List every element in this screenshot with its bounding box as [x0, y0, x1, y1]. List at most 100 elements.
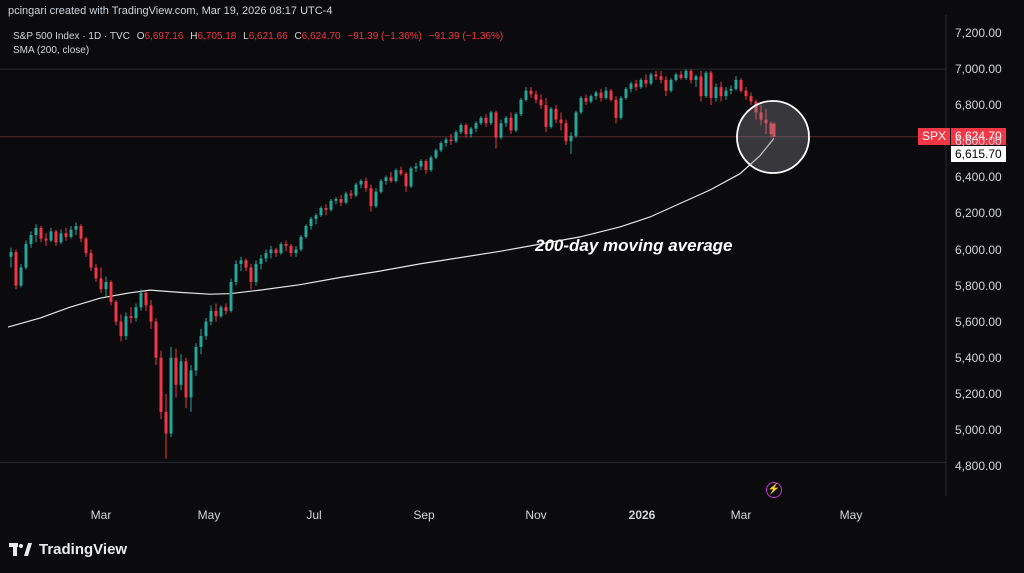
- candle-body: [279, 244, 283, 254]
- candle: [254, 260, 258, 286]
- candle: [369, 184, 373, 212]
- candle: [629, 81, 633, 93]
- candle-body: [299, 236, 303, 250]
- candle-body: [14, 252, 18, 286]
- legend-h-label: H: [190, 31, 198, 42]
- candle: [334, 197, 338, 205]
- legend-symbol: S&P 500 Index · 1D · TVC: [13, 31, 130, 42]
- candle-body: [204, 321, 208, 337]
- price-tag-value: 6,624.70: [951, 128, 1006, 145]
- legend-l-label: L: [243, 31, 249, 42]
- candle-body: [319, 208, 323, 216]
- candle-body: [459, 125, 463, 133]
- candle: [69, 226, 73, 239]
- candle: [704, 70, 708, 98]
- candle-body: [769, 123, 773, 135]
- candle: [664, 76, 668, 97]
- candle-body: [564, 123, 568, 142]
- y-tick-label: 5,600.00: [955, 314, 1002, 329]
- candle-body: [154, 321, 158, 358]
- candle: [274, 247, 278, 257]
- candle: [309, 217, 313, 230]
- tradingview-logo[interactable]: TradingView: [9, 541, 127, 558]
- candle-body: [604, 90, 608, 98]
- candle: [54, 229, 58, 246]
- candle: [674, 72, 678, 82]
- candle: [554, 105, 558, 124]
- candle-body: [749, 96, 753, 102]
- candle-body: [559, 119, 563, 124]
- candle: [559, 112, 563, 131]
- candle-body: [229, 281, 233, 311]
- candle: [139, 289, 143, 311]
- candle: [569, 132, 573, 154]
- candle-body: [169, 357, 173, 434]
- candle-body: [104, 281, 108, 290]
- candle: [224, 303, 228, 315]
- candle-body: [719, 87, 723, 97]
- candle-body: [74, 226, 78, 230]
- candle-body: [764, 119, 768, 124]
- candle: [329, 198, 333, 212]
- candle-body: [404, 173, 408, 187]
- candle: [564, 119, 568, 145]
- candle-body: [664, 79, 668, 91]
- candle: [414, 162, 418, 172]
- candle: [149, 300, 153, 329]
- legend-c-value: 6,624.70: [301, 31, 341, 42]
- candle: [454, 130, 458, 144]
- candle: [204, 318, 208, 340]
- x-tick-label: Sep: [413, 508, 435, 522]
- candle: [729, 85, 733, 95]
- candle-body: [244, 260, 248, 268]
- candle: [389, 171, 393, 183]
- candle: [754, 99, 758, 120]
- candle: [304, 224, 308, 239]
- candle-body: [109, 281, 113, 302]
- candle: [144, 290, 148, 311]
- candle: [374, 188, 378, 209]
- y-tick-label: 5,400.00: [955, 350, 1002, 365]
- candle: [24, 240, 28, 270]
- candle-body: [324, 208, 328, 210]
- candle-body: [464, 125, 468, 135]
- x-tick-label: Nov: [525, 508, 547, 522]
- candle-body: [474, 123, 478, 129]
- candle-body: [439, 143, 443, 151]
- candle-body: [614, 99, 618, 118]
- candle: [424, 159, 428, 174]
- candle-body: [64, 233, 68, 237]
- y-tick-label: 6,600.00: [955, 134, 1002, 149]
- highlight-circle-shape: [736, 100, 810, 174]
- candle: [764, 108, 768, 135]
- lightning-icon[interactable]: ⚡: [766, 482, 782, 498]
- candle-body: [434, 150, 438, 158]
- candle: [519, 97, 523, 116]
- candle: [299, 235, 303, 252]
- candle: [684, 69, 688, 80]
- candle-body: [394, 170, 398, 181]
- legend-change-2: −91.39 (−1.36%): [428, 31, 504, 42]
- candle-body: [349, 193, 353, 196]
- candle: [584, 94, 588, 106]
- candle: [429, 155, 433, 172]
- candle-body: [699, 76, 703, 97]
- candle-body: [484, 117, 488, 124]
- candle: [749, 92, 753, 106]
- candle: [344, 191, 348, 205]
- candle: [199, 328, 203, 355]
- candle-body: [219, 307, 223, 317]
- highlight-circle: [736, 100, 810, 174]
- candle-body: [289, 245, 293, 254]
- candle: [154, 318, 158, 365]
- candle-body: [374, 191, 378, 207]
- candle-body: [714, 87, 718, 98]
- candle-body: [149, 305, 153, 322]
- candle-body: [634, 83, 638, 88]
- candle-body: [344, 193, 348, 203]
- candle: [104, 276, 108, 297]
- candle-body: [134, 307, 138, 319]
- candle-body: [639, 79, 643, 88]
